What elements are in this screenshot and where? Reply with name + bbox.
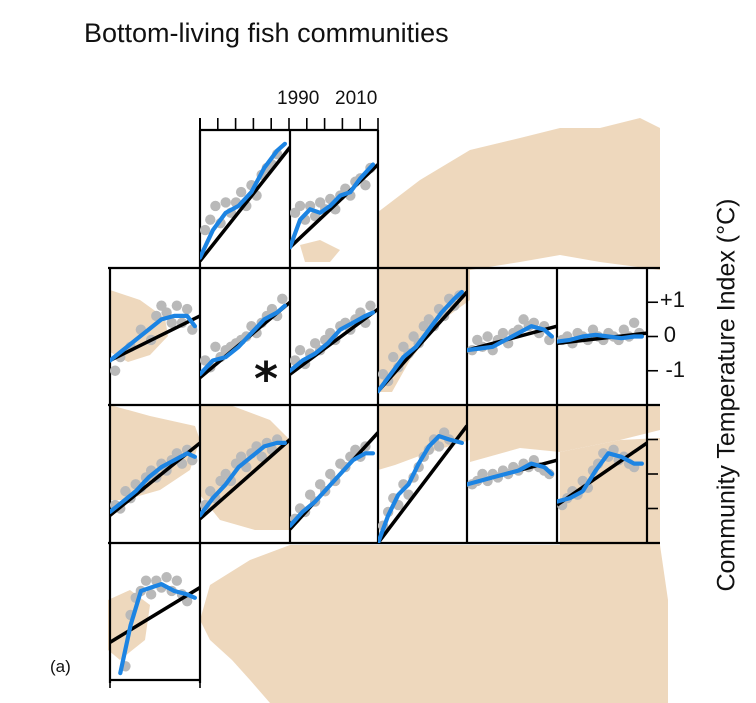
smooth-line <box>200 141 287 260</box>
trend-line <box>378 424 467 543</box>
panel-1-4 <box>467 314 557 356</box>
trend-line <box>110 586 200 644</box>
smooth-line <box>110 313 197 363</box>
smooth-line <box>290 162 376 250</box>
x-tick-label-1990: 1990 <box>277 88 320 109</box>
land-shape <box>378 118 660 270</box>
data-point <box>235 186 247 198</box>
land-shape <box>110 405 200 500</box>
smooth-line <box>557 451 644 504</box>
smooth-line <box>378 434 464 543</box>
land-shape <box>470 405 660 462</box>
land-shape <box>300 240 340 262</box>
data-point <box>205 214 216 225</box>
data-point <box>166 317 177 328</box>
panels <box>110 141 647 676</box>
trend-line <box>290 307 378 376</box>
panel-grid <box>108 128 660 683</box>
data-point <box>360 180 371 191</box>
data-point <box>294 200 306 212</box>
panel-3-0 <box>110 572 200 676</box>
smooth-line <box>290 310 376 373</box>
smooth-line <box>200 303 287 377</box>
panel-2-4 <box>467 455 557 490</box>
data-point <box>181 303 193 315</box>
data-point <box>433 441 445 452</box>
panel-2-1 <box>200 434 290 521</box>
data-point <box>277 293 288 305</box>
panel-1-3 <box>378 289 467 394</box>
data-point <box>482 331 493 342</box>
axes <box>109 118 658 688</box>
panel-0-1 <box>200 141 290 263</box>
smooth-line <box>118 582 197 676</box>
smooth-line <box>467 461 554 487</box>
y-axis-label: Community Temperature Index (°C) <box>712 198 741 592</box>
data-point <box>171 300 183 311</box>
smooth-line <box>557 332 644 344</box>
data-point <box>497 327 509 339</box>
data-point <box>235 451 247 462</box>
smooth-line <box>110 451 197 514</box>
panel-0-2 <box>290 162 378 250</box>
panel-2-3 <box>378 424 467 543</box>
map-background <box>108 118 668 703</box>
trend-line <box>200 146 290 263</box>
significance-marker: * <box>254 352 279 406</box>
data-point <box>628 317 640 328</box>
data-point <box>220 197 231 208</box>
trend-line <box>290 163 378 249</box>
panel-label: (a) <box>50 657 71 676</box>
trend-line <box>200 438 290 521</box>
smooth-line <box>378 289 464 394</box>
data-point <box>171 575 183 586</box>
data-point <box>161 572 172 583</box>
land-shape <box>200 545 668 703</box>
y-tick-label-minus1: -1 <box>665 357 685 382</box>
data-point <box>110 365 121 376</box>
y-tick-label-zero: 0 <box>663 322 676 347</box>
data-point <box>200 224 211 236</box>
data-point <box>151 310 162 322</box>
data-point <box>210 341 221 352</box>
panel-1-5 <box>557 317 647 349</box>
data-point <box>140 575 152 586</box>
panel-2-2 <box>290 431 378 531</box>
smooth-line <box>467 324 554 353</box>
x-tick-label-2010: 2010 <box>335 88 378 109</box>
panel-1-1 <box>200 293 290 379</box>
smooth-line <box>290 451 376 528</box>
land-shape <box>378 405 470 470</box>
data-point <box>388 351 399 363</box>
data-point <box>365 300 376 311</box>
trend-line <box>110 314 200 363</box>
data-point <box>294 345 306 356</box>
smooth-line <box>200 440 287 518</box>
data-point <box>256 451 267 462</box>
panel-2-0 <box>110 441 200 517</box>
panel-2-5 <box>557 441 647 511</box>
y-tick-label-plus1: +1 <box>659 287 685 312</box>
chart-title: Bottom-living fish communities <box>84 18 449 48</box>
panel-1-2 <box>290 300 378 376</box>
panel-1-0 <box>110 300 200 376</box>
data-point <box>145 589 157 600</box>
data-point <box>210 200 221 212</box>
